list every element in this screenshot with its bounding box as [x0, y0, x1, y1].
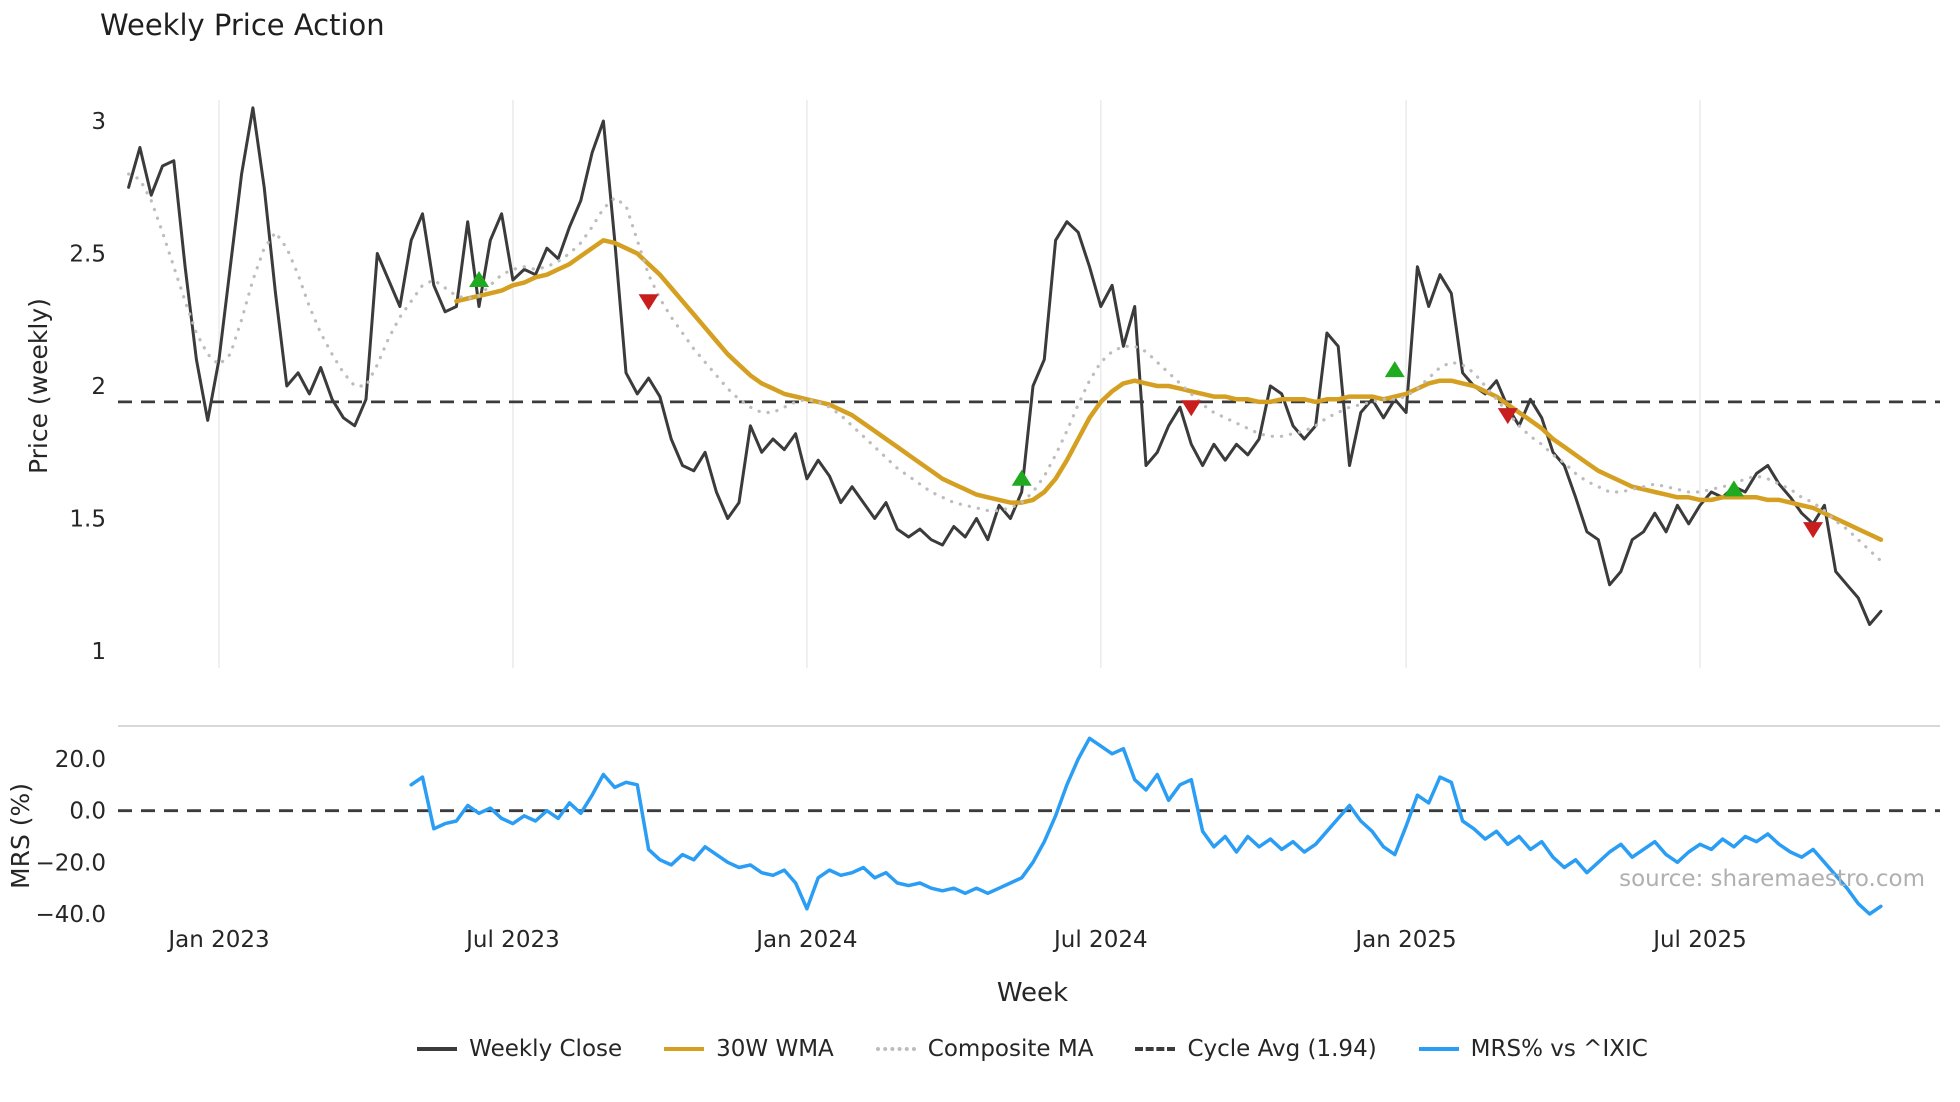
legend-label-mrs: MRS% vs ^IXIC [1470, 1036, 1648, 1062]
mrs-tick-label: 0.0 [69, 799, 106, 825]
composite-ma-swatch [875, 1047, 916, 1051]
legend-label-weekly-close: Weekly Close [469, 1036, 623, 1062]
legend-item-weekly-close: Weekly Close [417, 1036, 622, 1062]
mrs-axis-label: MRS (%) [6, 782, 35, 890]
x-axis-label: Week [996, 978, 1069, 1008]
legend-item-mrs: MRS% vs ^IXIC [1418, 1036, 1648, 1062]
mrs-line [409, 736, 1883, 916]
price-tick-label: 2 [91, 374, 106, 400]
legend-item-cycle-avg: Cycle Avg (1.94) [1135, 1036, 1377, 1062]
price-tick-label: 3 [91, 109, 106, 135]
sell-signal-marker [1181, 400, 1202, 417]
x-tick-label: Jul 2023 [464, 927, 560, 953]
mrs-tick-label: −20.0 [36, 850, 106, 876]
buy-signal-marker [1384, 361, 1405, 378]
legend-item-30w-wma: 30W WMA [664, 1036, 834, 1062]
chart-legend: Weekly Close 30W WMA Composite MA Cycle … [125, 1036, 1940, 1062]
x-tick-label: Jul 2025 [1651, 927, 1747, 953]
sell-signal-marker [638, 294, 659, 311]
legend-label-cycle-avg: Cycle Avg (1.94) [1187, 1036, 1377, 1062]
weekly-close-line [127, 106, 1883, 626]
x-tick-label: Jan 2025 [1353, 927, 1456, 953]
price-tick-label: 1 [91, 639, 106, 665]
wma-swatch [664, 1047, 705, 1051]
x-tick-label: Jan 2024 [754, 927, 857, 953]
sell-signal-marker [1497, 408, 1518, 425]
legend-label-30w-wma: 30W WMA [716, 1036, 834, 1062]
price-axis-label: Price (weekly) [24, 298, 53, 474]
composite-ma-line [127, 172, 1883, 563]
price-tick-label: 1.5 [69, 507, 106, 533]
buy-signal-marker [1011, 469, 1032, 486]
source-watermark: source: sharemaestro.com [1619, 866, 1925, 892]
weekly-close-swatch [417, 1047, 458, 1051]
buy-signal-marker [1723, 480, 1744, 497]
x-tick-label: Jan 2023 [166, 927, 269, 953]
sell-signal-marker [1803, 522, 1824, 539]
wma-30w-line [454, 238, 1884, 542]
legend-label-composite-ma: Composite MA [927, 1036, 1094, 1062]
cycle-avg-swatch [1135, 1047, 1176, 1051]
buy-signal-marker [469, 271, 490, 287]
chart-title: Weekly Price Action [100, 8, 385, 42]
mrs-tick-label: 20.0 [55, 747, 106, 773]
legend-item-composite-ma: Composite MA [875, 1036, 1094, 1062]
x-tick-label: Jul 2024 [1052, 927, 1148, 953]
price-tick-label: 2.5 [69, 242, 106, 268]
mrs-swatch [1418, 1047, 1459, 1051]
mrs-tick-label: −40.0 [36, 902, 106, 928]
